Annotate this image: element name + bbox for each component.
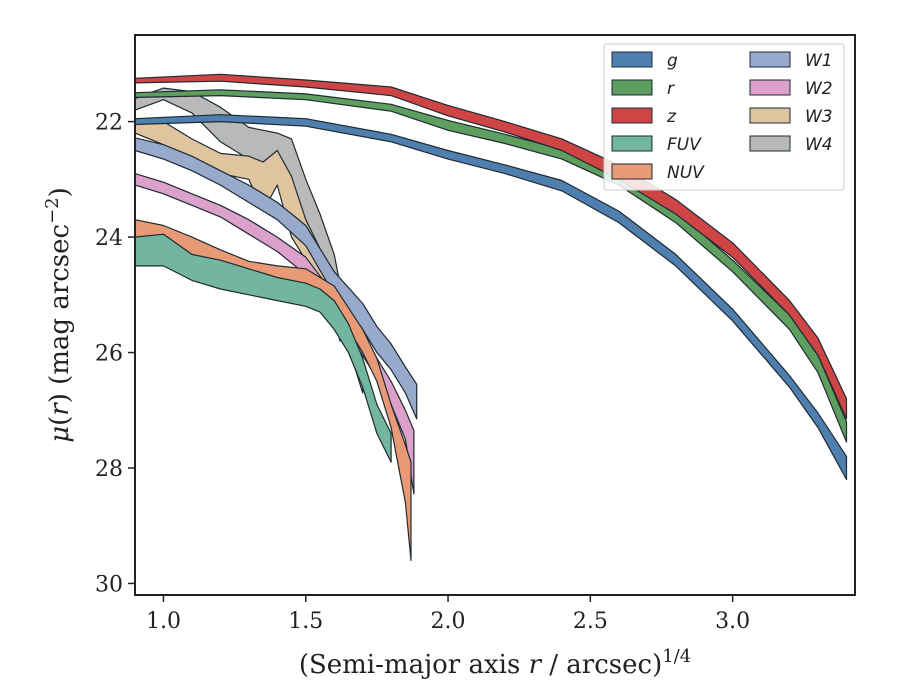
profile-bands xyxy=(134,73,848,561)
y-axis-ticks: 22 24 26 28 30 xyxy=(95,111,135,597)
x-tick-label: 3.0 xyxy=(715,609,750,634)
x-tick-label: 1.5 xyxy=(288,609,323,634)
legend-swatch-g xyxy=(611,51,653,68)
x-tick-label: 1.0 xyxy=(146,609,181,634)
legend: grz FUV NUV W1 W2 W3 W4 xyxy=(603,43,845,191)
plot-frame xyxy=(134,34,856,596)
y-tick-label: 26 xyxy=(95,342,123,367)
legend-label-z: z xyxy=(666,107,677,127)
legend-swatch-W3 xyxy=(749,107,791,124)
x-tick-label: 2.0 xyxy=(431,609,466,634)
legend-label-W4: W4 xyxy=(805,135,833,155)
legend-label-g: g xyxy=(667,51,678,71)
legend-swatch-W1 xyxy=(749,51,791,68)
legend-swatch-r xyxy=(611,79,653,96)
legend-swatch-W2 xyxy=(749,79,791,96)
x-axis-label: (Semi-major axis r / arcsec)1/4 xyxy=(299,646,691,680)
band-r xyxy=(134,89,848,443)
band-FUV xyxy=(134,233,392,463)
legend-swatch-FUV xyxy=(611,135,653,152)
legend-label-W3: W3 xyxy=(805,107,833,127)
y-tick-label: 22 xyxy=(95,111,123,136)
y-axis-label: μ(r) (mag arcsec−2) xyxy=(42,187,75,443)
legend-label-FUV: FUV xyxy=(667,135,702,155)
legend-swatch-NUV xyxy=(611,163,653,180)
y-tick-label: 30 xyxy=(95,572,123,597)
y-tick-label: 24 xyxy=(95,226,123,251)
legend-swatch-W4 xyxy=(749,135,791,152)
y-tick-label: 28 xyxy=(95,457,123,482)
band-W1 xyxy=(134,137,418,420)
legend-label-NUV: NUV xyxy=(667,163,705,183)
x-tick-label: 2.5 xyxy=(573,609,608,634)
band-g xyxy=(134,114,848,481)
legend-label-W2: W2 xyxy=(805,79,833,99)
legend-swatch-z xyxy=(611,107,653,124)
legend-label-W1: W1 xyxy=(805,51,833,71)
legend-label-r: r xyxy=(667,79,675,99)
x-axis-ticks: 1.0 1.5 2.0 2.5 3.0 xyxy=(146,595,750,634)
band-z xyxy=(134,73,848,420)
